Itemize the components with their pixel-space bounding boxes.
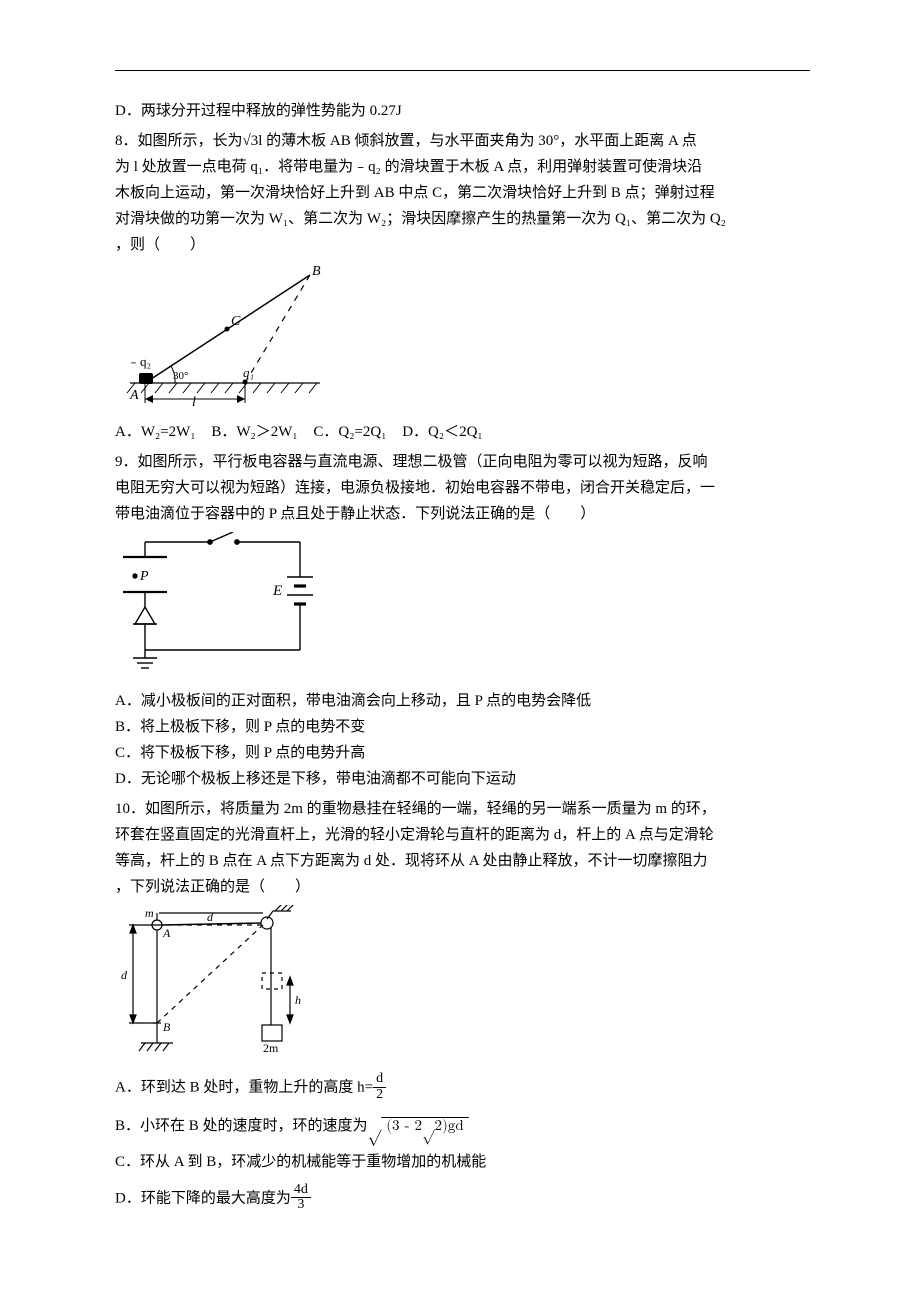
q8-option-c: C．Q₂=2Q₁ bbox=[313, 424, 398, 440]
q8-label-B: B bbox=[312, 264, 321, 279]
q10-stem-2: 环套在竖直固定的光滑直杆上，光滑的轻小定滑轮与直杆的距离为 d，杆上的 A 点与… bbox=[115, 823, 810, 847]
q10-label-dtop: d bbox=[207, 910, 214, 924]
q10-label-2m: 2m bbox=[263, 1041, 279, 1055]
q10-option-c: C．环从 A 到 B，环减少的机械能等于重物增加的机械能 bbox=[115, 1150, 810, 1174]
q7-option-d: D．两球分开过程中释放的弹性势能为 0.27J bbox=[115, 99, 810, 123]
q9-label-E: E bbox=[272, 583, 282, 599]
q10-option-d-prefix: D．环能下降的最大高度为 bbox=[115, 1190, 291, 1206]
q9-option-c: C．将下极板下移，则 P 点的电势升高 bbox=[115, 741, 810, 765]
q9-stem-3: 带电油滴位于容器中的 P 点且处于静止状态．下列说法正确的是（ ） bbox=[115, 502, 810, 526]
q10-option-d-frac: 4d3 bbox=[291, 1183, 311, 1213]
q8-options: A．W₂=2W₁ B．W₂＞2W₁ C．Q₂=2Q₁ D．Q₂＜2Q₁ bbox=[115, 420, 810, 444]
q8-label-q1: q₁ bbox=[243, 365, 254, 380]
q10-label-A: A bbox=[162, 926, 171, 940]
q10-option-a-frac: d2 bbox=[373, 1072, 386, 1102]
q10-option-b-prefix: B．小环在 B 处的速度时，环的速度为 bbox=[115, 1118, 368, 1134]
q10-option-a-prefix: A．环到达 B 处时，重物上升的高度 h= bbox=[115, 1080, 373, 1096]
q8-label-l: l bbox=[192, 395, 196, 408]
page-content: D．两球分开过程中释放的弹性势能为 0.27J 8．如图所示，长为√3l 的薄木… bbox=[115, 99, 810, 1214]
q8-stem-5: ，则（ ） bbox=[115, 233, 810, 257]
q8-label-A: A bbox=[129, 388, 139, 403]
q10-figure: m d d A B 2m h bbox=[115, 905, 810, 1063]
q8-label-angle: 30° bbox=[173, 370, 188, 382]
q9-option-a: A．减小极板间的正对面积，带电油滴会向上移动，且 P 点的电势会降低 bbox=[115, 689, 810, 713]
q9-option-b: B．将上极板下移，则 P 点的电势不变 bbox=[115, 715, 810, 739]
q9-option-d: D．无论哪个极板上移还是下移，带电油滴都不可能向下运动 bbox=[115, 767, 810, 791]
q8-option-d: D．Q₂＜2Q₁ bbox=[402, 424, 494, 440]
top-rule bbox=[115, 70, 810, 71]
q8-label-C: C bbox=[231, 314, 241, 329]
q8-stem-2: 为 l 处放置一点电荷 q₁．将带电量为﹣q₂ 的滑块置于木板 A 点，利用弹射… bbox=[115, 155, 810, 179]
q8-stem-1: 8．如图所示，长为√3l 的薄木板 AB 倾斜放置，与水平面夹角为 30°，水平… bbox=[115, 129, 810, 153]
q8-label-q2: ﹣q₂ bbox=[127, 354, 151, 369]
q10-stem-4: ，下列说法正确的是（ ） bbox=[115, 875, 810, 899]
q8-option-b: B．W₂＞2W₁ bbox=[211, 424, 309, 440]
q10-option-b: B．小环在 B 处的速度时，环的速度为√ (3 - 2√2)gd bbox=[115, 1113, 810, 1139]
q10-option-b-sqrt: √ (3 - 2√2)gd bbox=[368, 1118, 469, 1133]
q10-label-h: h bbox=[295, 993, 301, 1007]
q10-stem-1: 10．如图所示，将质量为 2m 的重物悬挂在轻绳的一端，轻绳的另一端系一质量为 … bbox=[115, 797, 810, 821]
q9-figure: P E bbox=[115, 532, 810, 685]
q10-label-B: B bbox=[163, 1020, 171, 1034]
q8-stem-4: 对滑块做的功第一次为 W₁、第二次为 W₂；滑块因摩擦产生的热量第一次为 Q₁、… bbox=[115, 207, 810, 231]
q8-stem-3: 木板向上运动，第一次滑块恰好上升到 AB 中点 C，第二次滑块恰好上升到 B 点… bbox=[115, 181, 810, 205]
q9-stem-1: 9．如图所示，平行板电容器与直流电源、理想二极管（正向电阻为零可以视为短路，反响 bbox=[115, 450, 810, 474]
q10-option-a: A．环到达 B 处时，重物上升的高度 h=d2 bbox=[115, 1073, 810, 1103]
q9-label-P: P bbox=[139, 569, 149, 584]
q10-label-dleft: d bbox=[121, 968, 128, 982]
q8-option-a: A．W₂=2W₁ bbox=[115, 424, 208, 440]
q8-figure: A B C q₁ ﹣q₂ 30° l bbox=[115, 263, 810, 416]
q10-option-d: D．环能下降的最大高度为4d3 bbox=[115, 1184, 810, 1214]
q9-stem-2: 电阻无穷大可以视为短路）连接，电源负极接地．初始电容器不带电，闭合开关稳定后，一 bbox=[115, 476, 810, 500]
q10-stem-3: 等高，杆上的 B 点在 A 点下方距离为 d 处．现将环从 A 处由静止释放，不… bbox=[115, 849, 810, 873]
q10-label-m: m bbox=[145, 906, 154, 920]
